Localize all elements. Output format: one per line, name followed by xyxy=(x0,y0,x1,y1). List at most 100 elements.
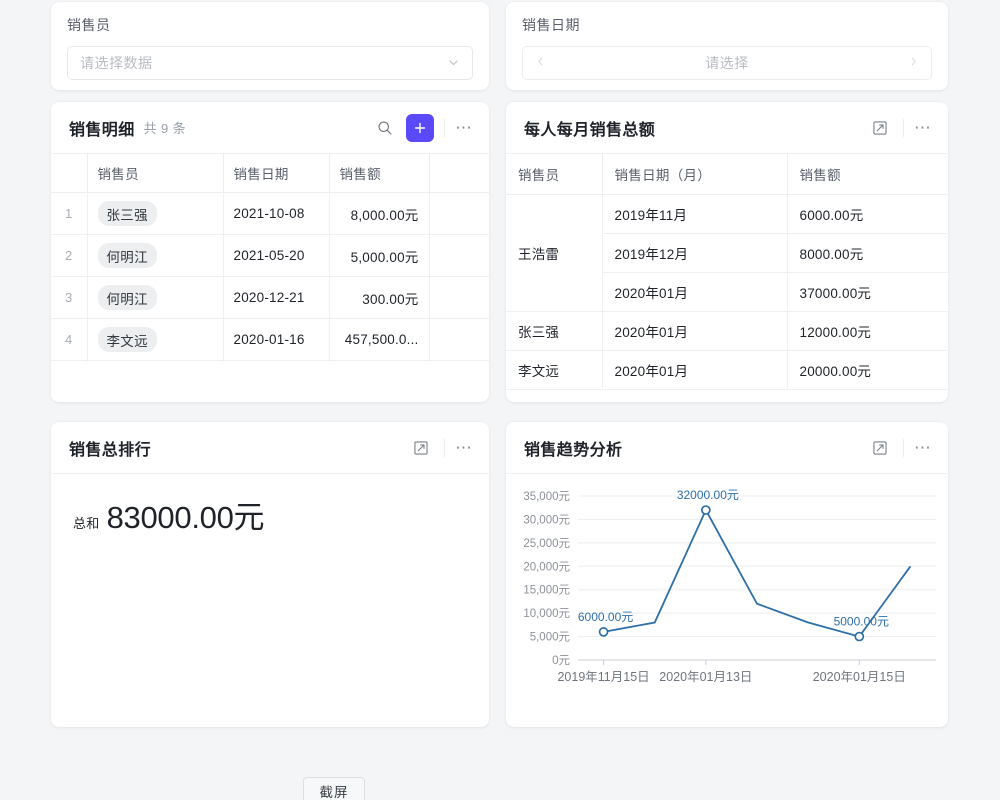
col-amount: 销售额 xyxy=(787,154,948,195)
person-tag: 何明江 xyxy=(97,285,157,310)
row-amount: 5,000.00元 xyxy=(329,234,430,277)
row-index: 1 xyxy=(51,192,88,235)
table-row[interactable]: 1 张三强 2021-10-08 8,000.00元 xyxy=(51,192,489,235)
row-month: 2020年01月 xyxy=(602,350,788,390)
row-amount: 8,000.00元 xyxy=(329,192,430,235)
monthly-header-row: 销售员 销售日期（月） 销售额 xyxy=(506,154,948,195)
row-blank xyxy=(429,318,489,361)
row-blank xyxy=(429,192,489,235)
sales-trend-header: 销售趋势分析 ⋯ xyxy=(506,422,948,474)
svg-text:5000.00元: 5000.00元 xyxy=(834,615,889,629)
row-month: 2019年11月 xyxy=(602,194,788,234)
header-divider xyxy=(903,438,904,457)
svg-text:10,000元: 10,000元 xyxy=(523,608,570,620)
sales-detail-header-row: 销售员 销售日期 销售额 xyxy=(51,154,489,193)
expand-icon[interactable] xyxy=(867,115,893,141)
salesperson-select-placeholder: 请选择数据 xyxy=(80,55,153,71)
svg-text:32000.00元: 32000.00元 xyxy=(677,488,739,502)
col-date: 销售日期 xyxy=(223,154,330,193)
salesperson-filter-label: 销售员 xyxy=(67,17,111,33)
table-row[interactable]: 2019年12月 8000.00元 xyxy=(506,233,948,273)
chevron-right-icon[interactable] xyxy=(903,55,919,71)
group-person: 王浩雷 xyxy=(506,194,603,312)
monthly-total-title: 每人每月销售总额 xyxy=(524,121,656,139)
svg-text:2020年01月15日: 2020年01月15日 xyxy=(813,670,906,684)
row-amount: 457,500.0... xyxy=(329,318,430,361)
table-row[interactable]: 2020年01月 37000.00元 xyxy=(506,272,948,312)
row-person: 何明江 xyxy=(87,234,224,277)
screenshot-button[interactable]: 截屏 xyxy=(303,777,365,800)
sales-date-placeholder: 请选择 xyxy=(705,55,749,71)
row-person: 张三强 xyxy=(87,192,224,235)
person-tag: 何明江 xyxy=(97,243,157,268)
sales-detail-title: 销售明细 xyxy=(69,121,135,139)
row-person: 李文远 xyxy=(87,318,224,361)
monthly-total-body[interactable]: 销售员 销售日期（月） 销售额 王浩雷 2019年11月 6000.00元 20… xyxy=(506,154,948,401)
col-amount: 销售额 xyxy=(329,154,430,193)
table-row[interactable]: 张三强 2020年01月 12000.00元 xyxy=(506,311,948,351)
row-month: 2019年12月 xyxy=(602,233,788,273)
row-amount: 300.00元 xyxy=(329,276,430,319)
svg-text:0元: 0元 xyxy=(552,655,570,667)
row-amount: 8000.00元 xyxy=(787,233,948,273)
table-clip-mask xyxy=(51,362,489,401)
total-summary: 总和 83000.00元 xyxy=(51,474,489,537)
sales-detail-body[interactable]: 销售员 销售日期 销售额 1 张三强 2021-10-08 8,000.00元 xyxy=(51,154,489,401)
sales-trend-card: 销售趋势分析 ⋯ 0元 5,000元 10,000元 15,000元 20,000元 25… xyxy=(506,422,948,727)
sales-ranking-card: 销售总排行 ⋯ 总和 83000.00元 010,00020,00030,000… xyxy=(51,422,489,727)
sales-trend-line-chart: 0元 5,000元 10,000元 15,000元 20,000元 25,000元 30,0… xyxy=(523,488,936,684)
row-month: 2020年01月 xyxy=(602,272,788,312)
sales-detail-card: 销售明细 共 9 条 ⋯ 销售员 销售日期 销售额 xyxy=(51,102,489,402)
col-index xyxy=(51,154,88,193)
sales-date-picker[interactable]: 请选择 xyxy=(522,46,932,80)
row-amount: 6000.00元 xyxy=(787,194,948,234)
table-row[interactable]: 王浩雷 2019年11月 6000.00元 xyxy=(506,194,948,312)
svg-text:35,000元: 35,000元 xyxy=(523,491,570,503)
header-divider xyxy=(444,118,445,137)
ellipsis-icon[interactable]: ⋯ xyxy=(914,117,932,137)
monthly-total-body-rows: 王浩雷 2019年11月 6000.00元 2019年12月 8000.00元 … xyxy=(506,194,948,390)
expand-icon[interactable] xyxy=(867,435,893,461)
monthly-total-card: 每人每月销售总额 ⋯ 销售员 销售日期（月） 销售额 xyxy=(506,102,948,402)
add-record-button[interactable] xyxy=(406,113,434,142)
chevron-down-icon xyxy=(447,56,460,71)
total-label: 总和 xyxy=(73,516,100,531)
group-person: 张三强 xyxy=(506,311,603,351)
svg-text:20,000元: 20,000元 xyxy=(523,561,570,573)
row-date: 2020-12-21 xyxy=(223,276,330,319)
monthly-total-table: 销售员 销售日期（月） 销售额 王浩雷 2019年11月 6000.00元 20… xyxy=(506,154,948,390)
row-amount: 12000.00元 xyxy=(787,311,948,351)
svg-text:25,000元: 25,000元 xyxy=(523,538,570,550)
sales-trend-title: 销售趋势分析 xyxy=(524,441,623,459)
svg-text:5,000元: 5,000元 xyxy=(530,632,571,644)
svg-text:15,000元: 15,000元 xyxy=(523,585,570,597)
sales-detail-header: 销售明细 共 9 条 ⋯ xyxy=(51,102,489,154)
row-date: 2020-01-16 xyxy=(223,318,330,361)
header-divider xyxy=(444,438,445,457)
salesperson-select[interactable]: 请选择数据 xyxy=(67,46,473,80)
table-row[interactable]: 4 李文远 2020-01-16 457,500.0... xyxy=(51,318,489,361)
chevron-left-icon[interactable] xyxy=(535,55,551,71)
ellipsis-icon[interactable]: ⋯ xyxy=(455,437,473,457)
table-row[interactable]: 李文远 2020年01月 20000.00元 xyxy=(506,350,948,390)
row-amount: 37000.00元 xyxy=(787,272,948,312)
row-month: 2020年01月 xyxy=(602,311,788,351)
ellipsis-icon[interactable]: ⋯ xyxy=(914,437,932,457)
row-date: 2021-10-08 xyxy=(223,192,330,235)
ellipsis-icon[interactable]: ⋯ xyxy=(455,117,473,137)
sales-date-filter-card: 销售日期 请选择 xyxy=(506,2,948,90)
salesperson-filter-card: 销售员 请选择数据 xyxy=(51,2,489,90)
sales-detail-count: 共 9 条 xyxy=(143,121,187,136)
expand-icon[interactable] xyxy=(408,435,434,461)
sales-date-filter-label: 销售日期 xyxy=(522,17,580,33)
table-row[interactable]: 3 何明江 2020-12-21 300.00元 xyxy=(51,276,489,319)
col-month: 销售日期（月） xyxy=(602,154,788,195)
header-divider xyxy=(903,118,904,137)
row-amount: 20000.00元 xyxy=(787,350,948,390)
svg-text:2020年01月13日: 2020年01月13日 xyxy=(659,670,752,684)
search-icon[interactable] xyxy=(372,115,398,141)
table-row[interactable]: 2 何明江 2021-05-20 5,000.00元 xyxy=(51,234,489,277)
row-index: 4 xyxy=(51,318,88,361)
row-index: 2 xyxy=(51,234,88,277)
